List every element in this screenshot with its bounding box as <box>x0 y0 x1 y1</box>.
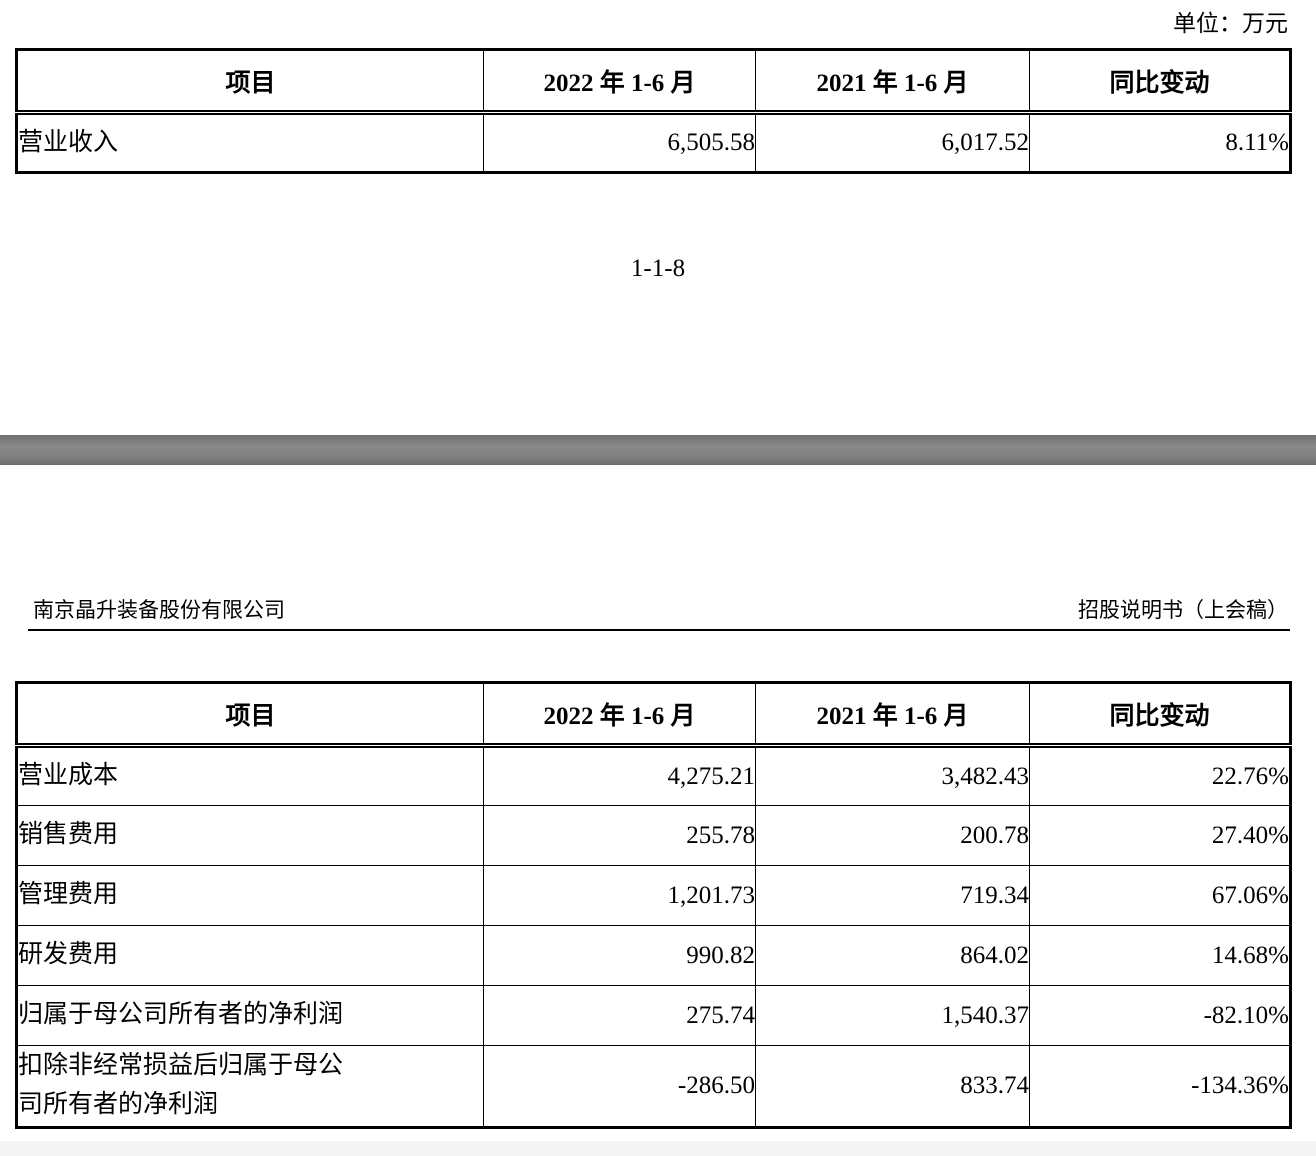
table-row: 管理费用 1,201.73 719.34 67.06% <box>16 865 1291 926</box>
table-header-row: 项目 2022 年 1-6 月 2021 年 1-6 月 同比变动 <box>16 682 1291 748</box>
value-2022: 255.78 <box>483 805 756 866</box>
row-label: 扣除非经常损益后归属于母公 司所有者的净利润 <box>16 1045 484 1128</box>
value-2021: 200.78 <box>755 805 1030 866</box>
value-2021: 864.02 <box>755 925 1030 986</box>
column-header-2022: 2022 年 1-6 月 <box>483 49 756 115</box>
column-header-2021: 2021 年 1-6 月 <box>755 49 1030 115</box>
row-label: 研发费用 <box>16 925 484 986</box>
document-title: 招股说明书（上会稿） <box>1078 598 1288 622</box>
row-label: 管理费用 <box>16 865 484 926</box>
value-2021: 719.34 <box>755 865 1030 926</box>
column-header-item: 项目 <box>16 49 484 115</box>
value-yoy: 27.40% <box>1029 805 1291 866</box>
value-2021: 833.74 <box>755 1045 1030 1128</box>
page-number: 1-1-8 <box>630 255 686 282</box>
table-row: 营业成本 4,275.21 3,482.43 22.76% <box>16 745 1291 806</box>
value-yoy: 8.11% <box>1029 112 1291 173</box>
value-yoy: 22.76% <box>1029 745 1291 806</box>
value-2022: 990.82 <box>483 925 756 986</box>
unit-label: 单位：万元 <box>1173 11 1288 36</box>
value-2022: 1,201.73 <box>483 865 756 926</box>
page-divider <box>0 435 1316 465</box>
costs-profit-table: 项目 2022 年 1-6 月 2021 年 1-6 月 同比变动 营业成本 4… <box>15 681 1292 1129</box>
header-rule <box>28 629 1290 632</box>
row-label: 营业收入 <box>16 112 484 173</box>
company-name: 南京晶升装备股份有限公司 <box>33 598 285 622</box>
row-label: 营业成本 <box>16 745 484 806</box>
row-label: 销售费用 <box>16 805 484 866</box>
value-yoy: -134.36% <box>1029 1045 1291 1128</box>
column-header-2022: 2022 年 1-6 月 <box>483 682 756 748</box>
table-row: 营业收入 6,505.58 6,017.52 8.11% <box>16 112 1291 173</box>
table-row: 归属于母公司所有者的净利润 275.74 1,540.37 -82.10% <box>16 985 1291 1046</box>
value-2021: 6,017.52 <box>755 112 1030 173</box>
column-header-2021: 2021 年 1-6 月 <box>755 682 1030 748</box>
column-header-yoy: 同比变动 <box>1029 49 1291 115</box>
column-header-yoy: 同比变动 <box>1029 682 1291 748</box>
page-bottom-edge <box>0 1141 1316 1156</box>
value-2021: 3,482.43 <box>755 745 1030 806</box>
table-row: 扣除非经常损益后归属于母公 司所有者的净利润 -286.50 833.74 -1… <box>16 1045 1291 1128</box>
value-2022: -286.50 <box>483 1045 756 1128</box>
revenue-table: 项目 2022 年 1-6 月 2021 年 1-6 月 同比变动 营业收入 6… <box>15 48 1292 174</box>
value-2022: 275.74 <box>483 985 756 1046</box>
value-2022: 6,505.58 <box>483 112 756 173</box>
value-2021: 1,540.37 <box>755 985 1030 1046</box>
value-yoy: 67.06% <box>1029 865 1291 926</box>
table-row: 销售费用 255.78 200.78 27.40% <box>16 805 1291 866</box>
value-2022: 4,275.21 <box>483 745 756 806</box>
table-header-row: 项目 2022 年 1-6 月 2021 年 1-6 月 同比变动 <box>16 49 1291 115</box>
row-label: 归属于母公司所有者的净利润 <box>16 985 484 1046</box>
table-row: 研发费用 990.82 864.02 14.68% <box>16 925 1291 986</box>
value-yoy: -82.10% <box>1029 985 1291 1046</box>
column-header-item: 项目 <box>16 682 484 748</box>
value-yoy: 14.68% <box>1029 925 1291 986</box>
